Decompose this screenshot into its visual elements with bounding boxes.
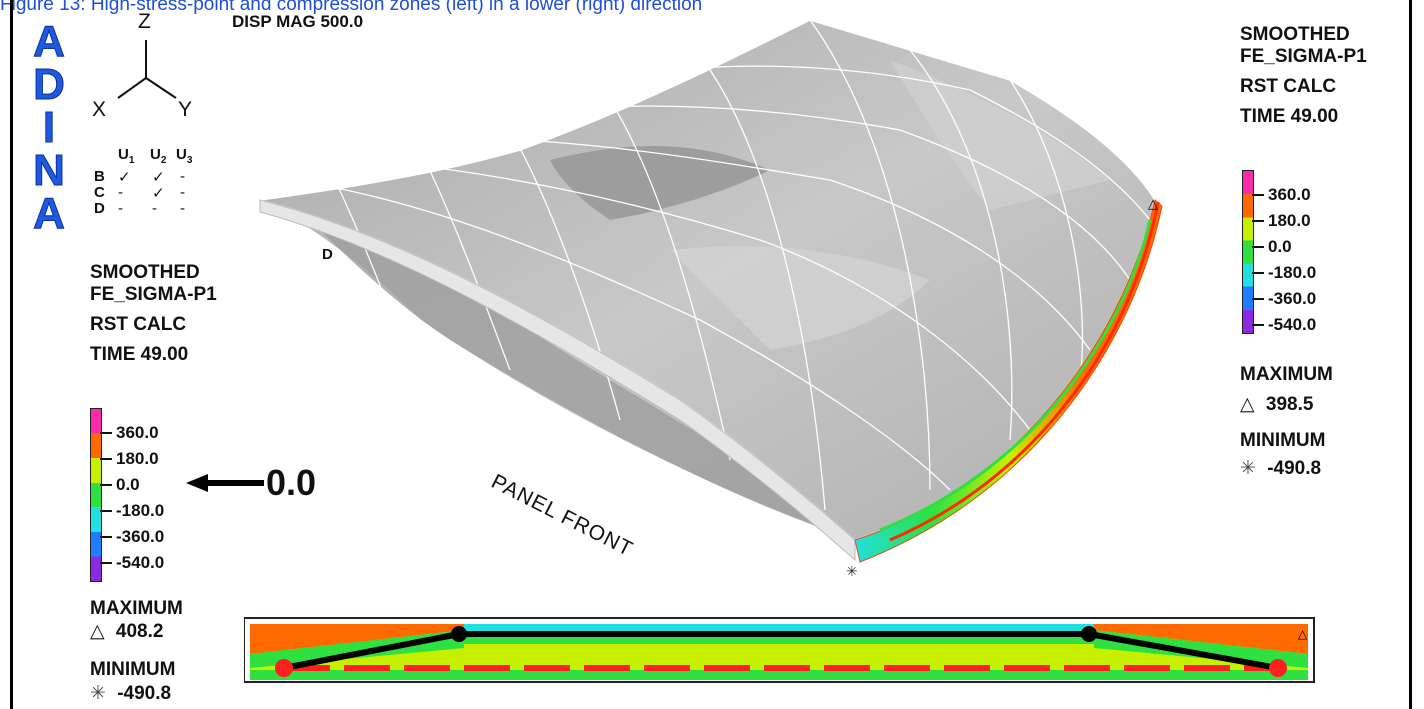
- zero-annotation: 0.0: [266, 462, 317, 503]
- right-legend-line-variable: FE_SIGMA-P1: [1240, 46, 1367, 67]
- adina-logo-letter: A: [33, 189, 66, 238]
- left-legend-line-variable: FE_SIGMA-P1: [90, 284, 217, 305]
- axis-x-label: X: [92, 98, 107, 121]
- adina-logo-letter: A: [33, 17, 66, 66]
- legend-tick-label: -180.0: [100, 498, 164, 524]
- left-min-row: ✳ -490.8: [90, 683, 171, 705]
- bc-cell: ✓: [152, 185, 165, 202]
- zero-arrow-icon: [186, 474, 264, 492]
- section-view: △: [244, 617, 1315, 683]
- bc-cell: -: [118, 200, 123, 217]
- legend-tick-label: 0.0: [1252, 234, 1316, 260]
- legend-tick-mark: [1252, 220, 1264, 222]
- legend-tick-label: -540.0: [100, 550, 164, 576]
- right-legend-line-rst: RST CALC: [1240, 76, 1337, 97]
- right-legend-title: SMOOTHED FE_SIGMA-P1 RST CALC TIME 49.00: [1240, 24, 1367, 128]
- legend-tick-mark: [1252, 194, 1264, 196]
- svg-text:△: △: [1298, 627, 1308, 641]
- legend-tick-mark: [1252, 272, 1264, 274]
- bc-header-u2: U2: [150, 146, 167, 166]
- legend-tick-label: -540.0: [1252, 312, 1316, 338]
- adina-logo-letter: I: [42, 103, 56, 152]
- adina-logo-letter: D: [33, 60, 66, 109]
- left-min-value: -490.8: [117, 683, 172, 704]
- right-max-label: MAXIMUM: [1240, 364, 1333, 385]
- figure-caption: Figure 13: High-stress-point and compres…: [0, 0, 703, 15]
- right-color-bar: [1242, 170, 1254, 334]
- legend-tick-mark: [100, 432, 112, 434]
- left-max-label: MAXIMUM: [90, 598, 183, 619]
- left-legend-line-rst: RST CALC: [90, 314, 187, 335]
- bc-cell: ✓: [152, 169, 165, 186]
- bc-header-u1: U1: [118, 146, 135, 166]
- bc-cell: -: [180, 184, 185, 201]
- legend-tick-mark: [100, 458, 112, 460]
- right-max-value: 398.5: [1265, 394, 1314, 415]
- disp-mag-label: DISP MAG 500.0: [232, 12, 364, 31]
- legend-tick-mark: [1252, 246, 1264, 248]
- axis-z-label: Z: [138, 10, 151, 33]
- legend-tick-mark: [1252, 324, 1264, 326]
- bc-row-label: C: [94, 184, 105, 201]
- right-legend-ticks: 360.0 180.0 0.0 -180.0 -360.0 -540.0: [1252, 182, 1316, 338]
- left-max-value: 408.2: [115, 621, 164, 642]
- max-triangle-icon: △: [90, 621, 105, 642]
- legend-tick-label: 360.0: [100, 420, 164, 446]
- min-star-icon: ✳: [90, 683, 106, 704]
- right-legend-line-smoothed: SMOOTHED: [1240, 24, 1350, 45]
- min-star-icon: ✳: [1240, 458, 1256, 479]
- bc-cell: ✓: [118, 169, 131, 186]
- left-legend-line-time: TIME 49.00: [90, 344, 189, 365]
- bc-cell: -: [180, 168, 185, 185]
- legend-tick-mark: [1252, 298, 1264, 300]
- legend-tick-label: 0.0: [100, 472, 164, 498]
- right-max-row: △ 398.5: [1240, 394, 1313, 416]
- left-legend-ticks: 360.0 180.0 0.0 -180.0 -360.0 -540.0: [100, 420, 164, 576]
- bc-cell: -: [180, 200, 185, 217]
- bc-cell: -: [152, 200, 157, 217]
- right-min-label: MINIMUM: [1240, 430, 1326, 451]
- legend-tick-label: 180.0: [1252, 208, 1316, 234]
- adina-logo-letter: N: [33, 146, 66, 195]
- bc-header-u3: U3: [176, 146, 193, 166]
- legend-tick-mark: [100, 562, 112, 564]
- svg-text:△: △: [1148, 196, 1158, 211]
- left-color-bar: [90, 408, 102, 582]
- legend-tick-label: -180.0: [1252, 260, 1316, 286]
- legend-tick-label: 360.0: [1252, 182, 1316, 208]
- bc-cell: -: [118, 184, 123, 201]
- right-min-value: -490.8: [1267, 458, 1322, 479]
- legend-tick-label: -360.0: [100, 524, 164, 550]
- svg-text:✳: ✳: [846, 563, 858, 579]
- point-d-label: D: [322, 246, 333, 263]
- legend-tick-mark: [100, 536, 112, 538]
- frame-right-border: [1409, 0, 1412, 709]
- left-legend-line-smoothed: SMOOTHED: [90, 262, 200, 283]
- legend-tick-label: -360.0: [1252, 286, 1316, 312]
- legend-tick-label: 180.0: [100, 446, 164, 472]
- right-legend-line-time: TIME 49.00: [1240, 106, 1339, 127]
- left-legend-title: SMOOTHED FE_SIGMA-P1 RST CALC TIME 49.00: [90, 262, 217, 366]
- left-min-label: MINIMUM: [90, 659, 176, 680]
- axis-triad: [117, 40, 177, 99]
- deformed-panel-mesh: △ ✳: [257, 20, 1163, 579]
- max-triangle-icon: △: [1240, 394, 1255, 415]
- right-min-row: ✳ -490.8: [1240, 458, 1321, 480]
- left-max-row: △ 408.2: [90, 621, 163, 643]
- bc-row-label: D: [94, 200, 105, 217]
- frame-left-border: [10, 0, 13, 709]
- legend-tick-mark: [100, 510, 112, 512]
- legend-tick-mark: [100, 484, 112, 486]
- axis-y-label: Y: [178, 98, 193, 121]
- bc-row-label: B: [94, 168, 105, 185]
